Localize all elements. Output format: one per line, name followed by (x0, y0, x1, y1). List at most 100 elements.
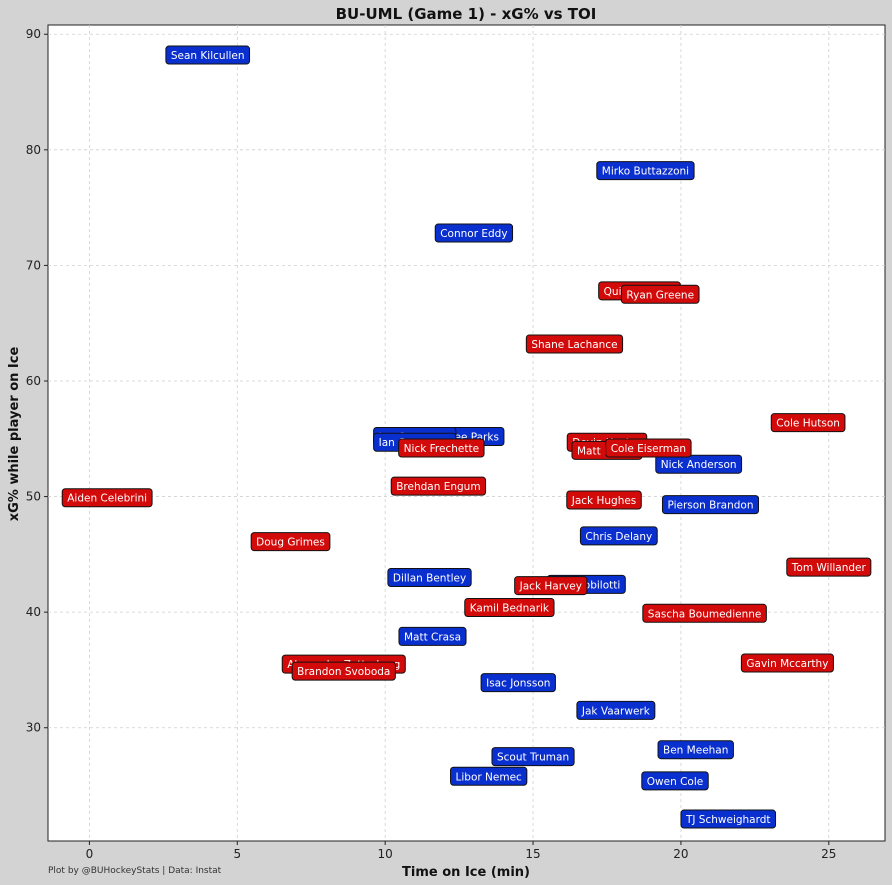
data-point: Libor Nemec (450, 766, 528, 786)
data-point: Chris Delany (579, 526, 658, 546)
data-point: Nick Frechette (398, 438, 485, 458)
point-label: Owen Cole (647, 776, 703, 788)
point-label: Tom Willander (791, 562, 867, 574)
credit-text: Plot by @BUHockeyStats | Data: Instat (48, 866, 222, 876)
point-marker (165, 45, 251, 65)
point-marker (398, 438, 485, 458)
point-label: Mirko Buttazzoni (602, 166, 689, 178)
point-label: Cole Hutson (776, 418, 840, 430)
point-marker (605, 438, 692, 458)
point-label: Jak Vaarwerk (581, 705, 651, 717)
x-tick-label: 20 (673, 847, 688, 861)
data-point: Jak Vaarwerk (576, 700, 656, 720)
data-point: TJ Schweighardt (680, 809, 777, 829)
point-marker (579, 526, 658, 546)
point-marker (566, 490, 642, 510)
y-tick-label: 30 (26, 721, 41, 735)
data-point: Sascha Boumedienne (642, 603, 767, 623)
point-marker (514, 576, 588, 596)
point-marker (642, 603, 767, 623)
point-marker (61, 488, 153, 508)
point-label: Connor Eddy (440, 228, 507, 240)
data-point: Jack Harvey (514, 576, 588, 596)
point-marker (434, 223, 514, 243)
point-label: Cole Eiserman (611, 443, 686, 455)
y-axis-ticks: 30 40 50 60 70 80 90 (26, 27, 48, 735)
x-tick-label: 25 (821, 847, 836, 861)
data-point: Gavin Mccarthy (740, 653, 834, 673)
point-marker (786, 557, 872, 577)
data-point: Connor Eddy (434, 223, 514, 243)
data-point: Scout Truman (491, 747, 575, 767)
point-label: Sascha Boumedienne (648, 608, 762, 620)
y-tick-label: 80 (26, 143, 41, 157)
data-point: Cole Hutson (770, 413, 846, 433)
point-label: Gavin Mccarthy (746, 658, 828, 670)
point-label: Isac Jonsson (486, 678, 550, 690)
data-point: Dillan Bentley (387, 567, 472, 587)
data-point: Brandon Svoboda (291, 661, 396, 681)
data-point: Ryan Greene (620, 284, 700, 304)
point-marker (250, 532, 331, 552)
point-marker (770, 413, 846, 433)
point-label: Ben Meehan (663, 745, 728, 757)
point-marker (655, 454, 743, 474)
point-label: Aiden Celebrini (67, 493, 147, 505)
data-point: Mirko Buttazzoni (596, 161, 695, 181)
data-point: Tom Willander (786, 557, 872, 577)
data-point: Aiden Celebrini (61, 488, 153, 508)
point-label: Shane Lachance (531, 339, 617, 351)
point-marker (464, 598, 555, 618)
point-label: Kamil Bednarik (470, 603, 550, 615)
point-marker (390, 476, 487, 496)
x-tick-label: 15 (525, 847, 540, 861)
x-tick-label: 0 (86, 847, 94, 861)
point-label: Pierson Brandon (667, 500, 753, 512)
point-label: Dillan Bentley (393, 572, 466, 584)
point-marker (480, 673, 556, 693)
point-marker (491, 747, 575, 767)
point-marker (657, 740, 734, 760)
y-tick-label: 40 (26, 605, 41, 619)
point-marker (387, 567, 472, 587)
x-axis-label: Time on Ice (min) (402, 865, 530, 880)
point-label: Jack Harvey (519, 581, 582, 593)
data-point: Brehdan Engum (390, 476, 487, 496)
data-point: Sean Kilcullen (165, 45, 251, 65)
data-point: Doug Grimes (250, 532, 331, 552)
point-marker (450, 766, 528, 786)
point-label: Jack Hughes (571, 495, 637, 507)
data-point: Isac Jonsson (480, 673, 556, 693)
data-point: Matt Crasa (398, 626, 467, 646)
data-point: Owen Cole (641, 771, 709, 791)
point-label: Nick Frechette (404, 443, 479, 455)
point-marker (596, 161, 695, 181)
data-point: Pierson Brandon (661, 495, 760, 515)
chart-title: BU-UML (Game 1) - xG% vs TOI (336, 5, 597, 23)
data-point: Cole Eiserman (605, 438, 692, 458)
point-label: Nick Anderson (661, 459, 737, 471)
point-marker (641, 771, 709, 791)
point-label: Scout Truman (497, 752, 569, 764)
point-marker (398, 626, 467, 646)
data-point: Nick Anderson (655, 454, 743, 474)
point-marker (620, 284, 700, 304)
y-tick-label: 50 (26, 490, 41, 504)
data-point: Shane Lachance (525, 334, 624, 354)
data-point: Ben Meehan (657, 740, 734, 760)
point-marker (740, 653, 834, 673)
data-point: Kamil Bednarik (464, 598, 555, 618)
point-marker (661, 495, 760, 515)
point-marker (576, 700, 656, 720)
y-tick-label: 60 (26, 374, 41, 388)
point-label: Brandon Svoboda (297, 666, 390, 678)
x-axis-ticks: 0 5 10 15 20 25 (86, 841, 836, 861)
point-marker (525, 334, 624, 354)
y-axis-label: xG% while player on Ice (7, 347, 22, 522)
x-tick-label: 10 (378, 847, 393, 861)
point-label: Matt Crasa (404, 631, 461, 643)
point-marker (291, 661, 396, 681)
point-label: Ryan Greene (626, 289, 694, 301)
data-points: Sean Kilcullen Mirko Buttazzoni Connor Edd… (61, 45, 872, 829)
